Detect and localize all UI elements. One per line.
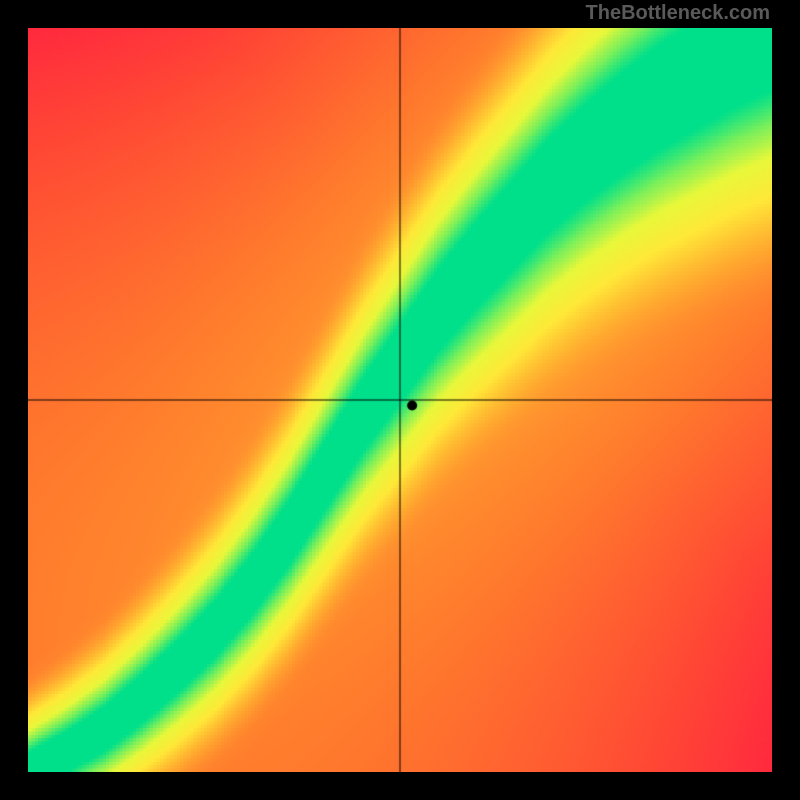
bottleneck-heatmap [28, 28, 772, 772]
watermark-text: TheBottleneck.com [586, 2, 770, 25]
overlay-canvas [28, 28, 772, 772]
